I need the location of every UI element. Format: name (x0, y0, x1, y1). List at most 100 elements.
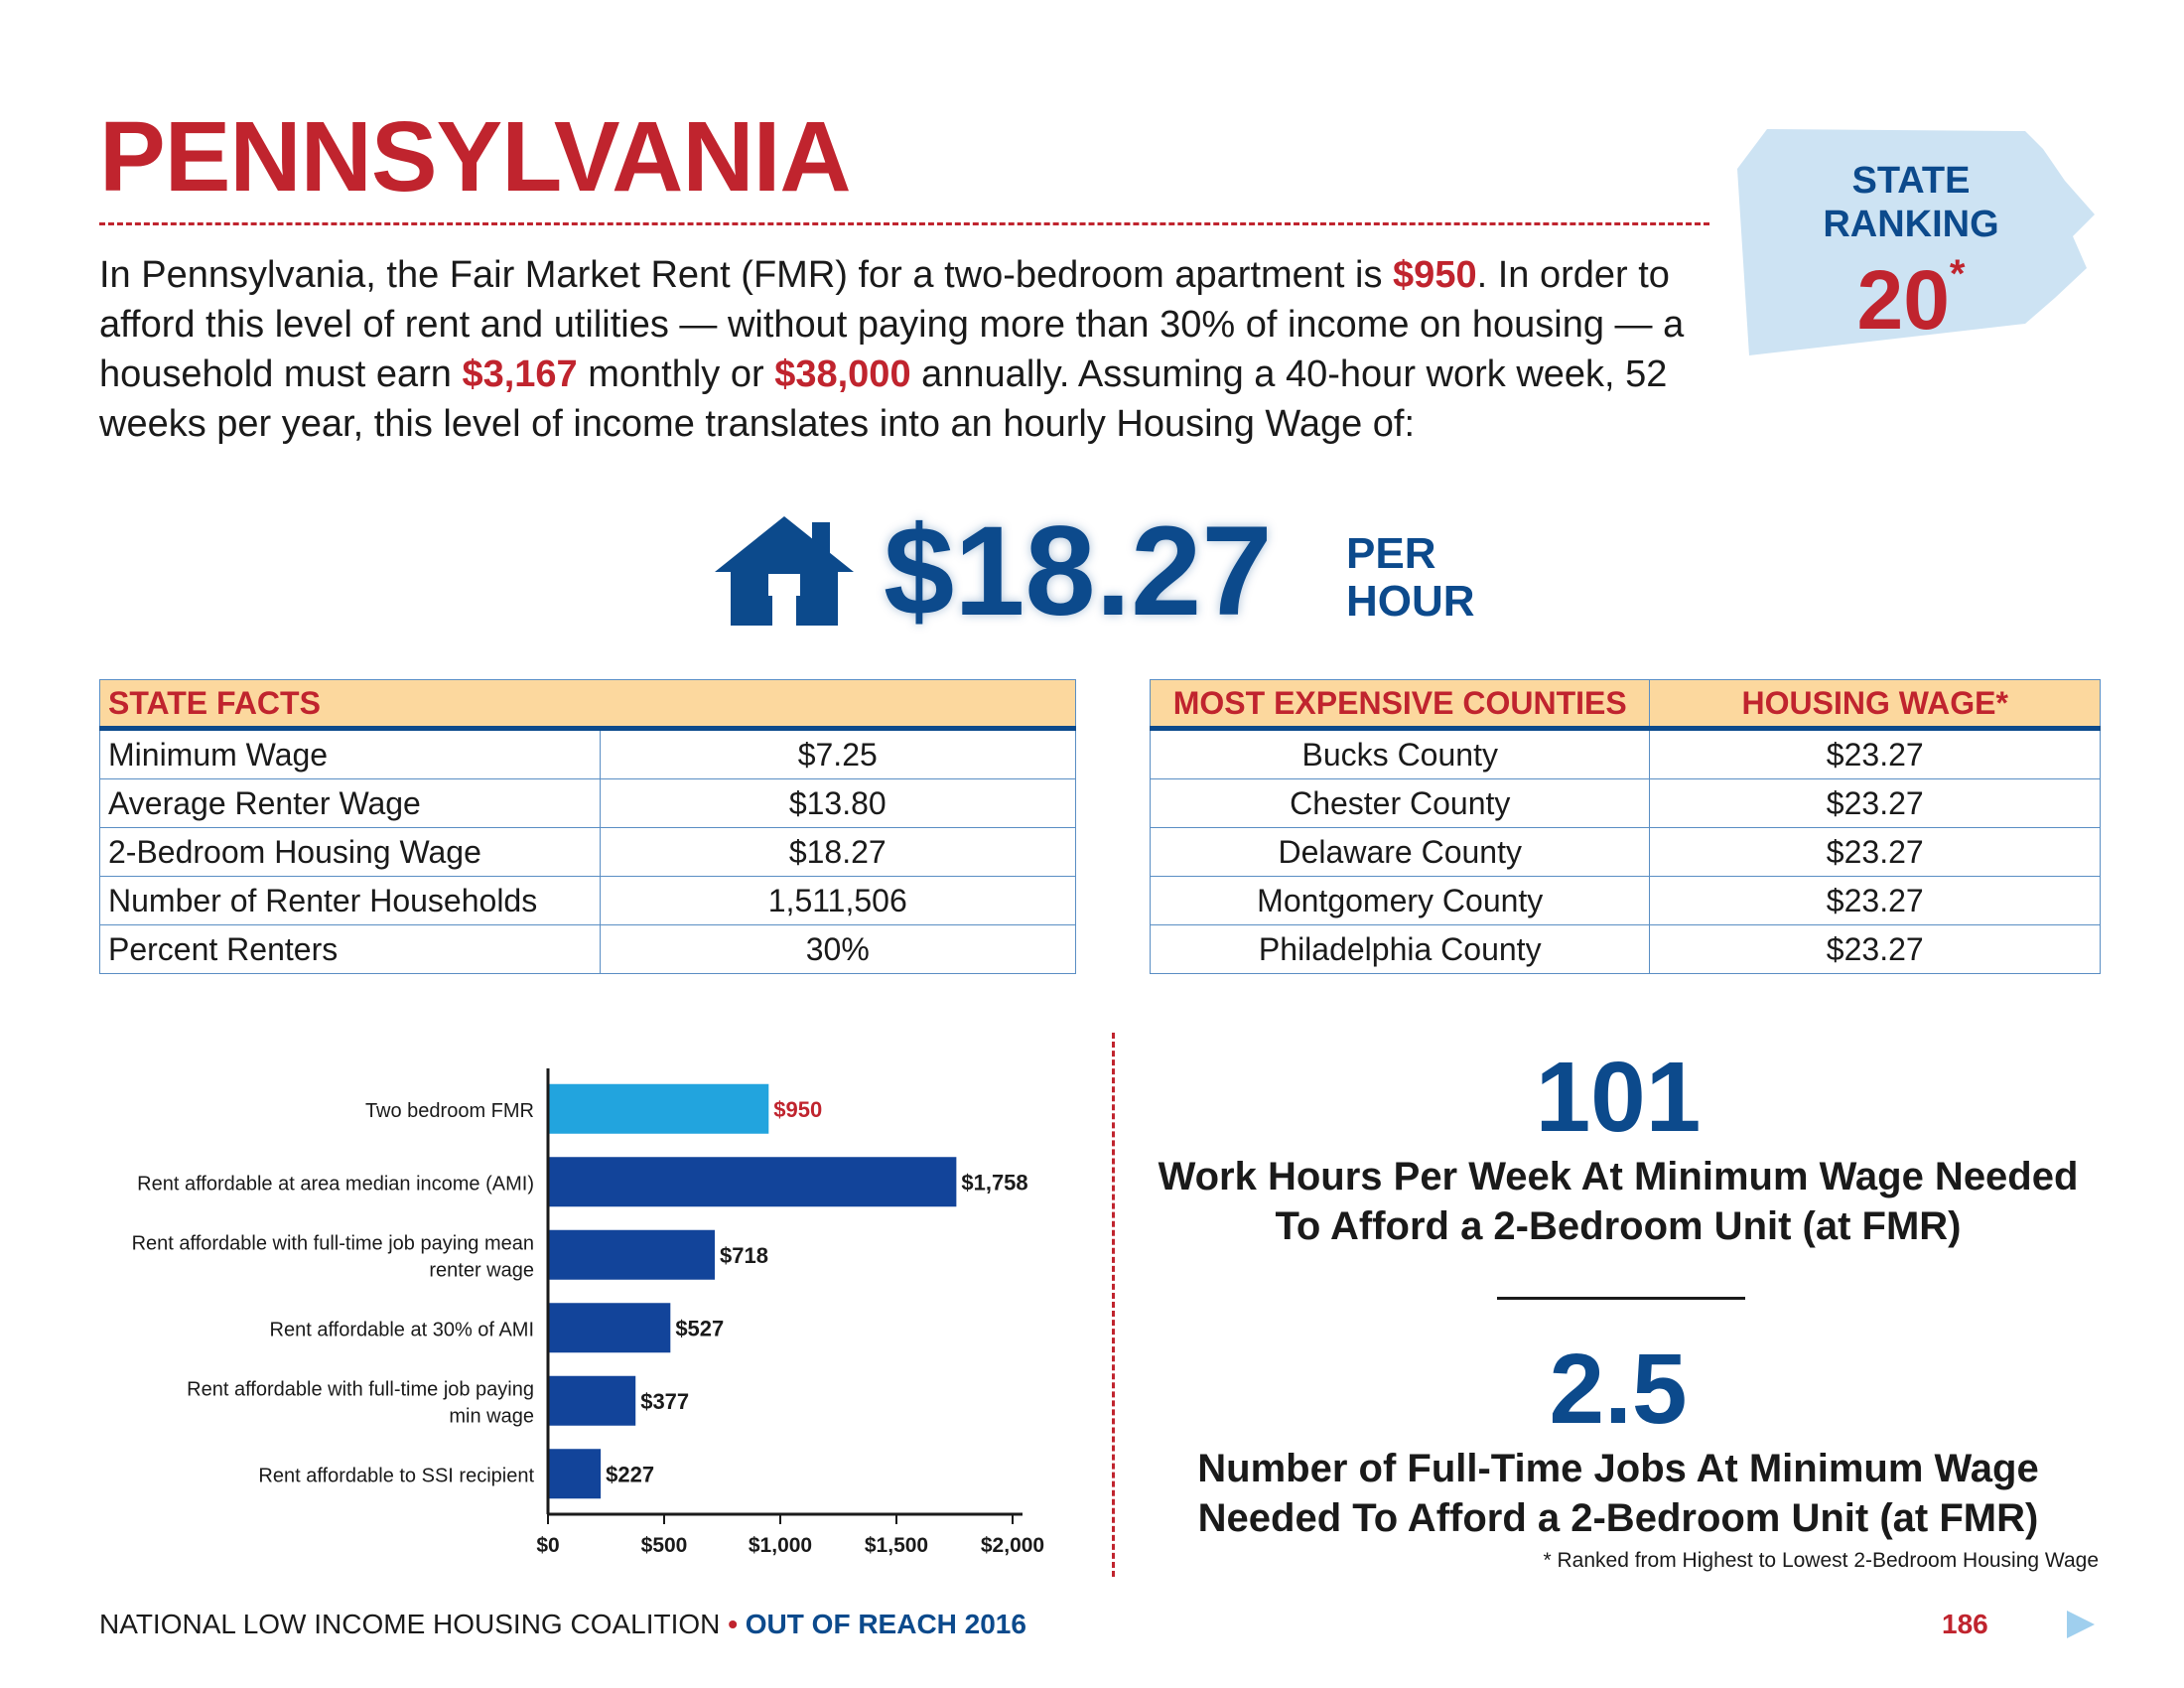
next-page-arrow-icon[interactable] (2065, 1609, 2097, 1640)
wage-unit-line: PER (1346, 529, 1436, 578)
fact-value: $7.25 (599, 728, 1076, 779)
table-row: Minimum Wage $7.25 (99, 728, 1076, 779)
bar-value-label: $950 (773, 1097, 822, 1122)
fact-value: 1,511,506 (599, 876, 1076, 925)
monthly-income: $3,167 (462, 353, 578, 395)
county-name: Bucks County (1149, 728, 1651, 779)
table-row: Delaware County $23.27 (1149, 827, 2101, 877)
description-line: Needed To Afford a 2-Bedroom Unit (at FM… (1197, 1496, 2039, 1540)
wage-unit-line: HOUR (1346, 577, 1475, 626)
bar-value-label: $377 (640, 1389, 689, 1414)
state-ranking-badge: STATE RANKING 20* (1727, 119, 2105, 367)
intro-text: In Pennsylvania, the Fair Market Rent (F… (99, 254, 1394, 296)
fact-label: Minimum Wage (99, 728, 601, 779)
bar-value-label: $1,758 (961, 1170, 1027, 1195)
chart-bar (548, 1083, 769, 1134)
stat-separator (1497, 1297, 1745, 1300)
full-time-jobs-description: Number of Full-Time Jobs At Minimum Wage… (1152, 1444, 2085, 1543)
county-wage: $23.27 (1649, 728, 2101, 779)
title-divider (99, 222, 1709, 225)
rent-affordability-chart: $950 Two bedroom FMR $1,758 Rent affordable… (132, 1068, 1044, 1557)
fact-label: Average Renter Wage (99, 778, 601, 828)
ranking-value: 20* (1737, 254, 2085, 342)
chart-bar (548, 1375, 636, 1426)
footer-separator: • (728, 1609, 738, 1639)
work-hours-description: Work Hours Per Week At Minimum Wage Need… (1152, 1152, 2085, 1251)
county-wage: $23.27 (1649, 778, 2101, 828)
house-icon (715, 516, 854, 626)
x-tick-label: $0 (536, 1534, 559, 1557)
category-label: Rent affordable at area median income (A… (137, 1173, 534, 1195)
ranking-label-line: RANKING (1823, 204, 1999, 245)
county-wage: $23.27 (1649, 827, 2101, 877)
counties-column-header: MOST EXPENSIVE COUNTIES (1149, 679, 1651, 731)
county-name: Delaware County (1149, 827, 1651, 877)
county-name: Montgomery County (1149, 876, 1651, 925)
table-row: Bucks County $23.27 (1149, 728, 2101, 779)
table-row: Montgomery County $23.27 (1149, 876, 2101, 925)
housing-wage-unit: PER HOUR (1346, 530, 1475, 626)
page-title: PENNSYLVANIA (99, 101, 852, 212)
description-line: To Afford a 2-Bedroom Unit (at FMR) (1275, 1204, 1962, 1248)
bar-value-label: $718 (720, 1243, 768, 1268)
county-wage: $23.27 (1649, 876, 2101, 925)
intro-paragraph: In Pennsylvania, the Fair Market Rent (F… (99, 250, 1727, 449)
chart-bar (548, 1449, 602, 1499)
wage-column-header: HOUSING WAGE* (1649, 679, 2101, 731)
ranking-footnote: * Ranked from Highest to Lowest 2-Bedroo… (1543, 1549, 2100, 1572)
category-label: min wage (449, 1405, 534, 1427)
table-row: Number of Renter Households 1,511,506 (99, 876, 1076, 925)
description-line: Number of Full-Time Jobs At Minimum Wage (1197, 1447, 2039, 1490)
table-row: Percent Renters 30% (99, 924, 1076, 974)
category-label: Rent affordable with full-time job payin… (187, 1378, 534, 1400)
annual-income: $38,000 (774, 353, 911, 395)
section-divider (1112, 1033, 1115, 1577)
expensive-counties-table: MOST EXPENSIVE COUNTIES HOUSING WAGE* Bu… (1149, 679, 2101, 974)
state-facts-table: STATE FACTS Minimum Wage $7.25 Average Re… (99, 679, 1076, 974)
report-name: OUT OF REACH 2016 (745, 1609, 1026, 1639)
org-name: NATIONAL LOW INCOME HOUSING COALITION (99, 1609, 721, 1639)
ranking-number: 20 (1856, 253, 1950, 347)
category-label: Two bedroom FMR (365, 1100, 534, 1122)
table-row: Average Renter Wage $13.80 (99, 778, 1076, 828)
fmr-amount: $950 (1393, 254, 1477, 296)
x-tick-label: $1,500 (865, 1534, 928, 1557)
fact-value: 30% (599, 924, 1076, 974)
bar-value-label: $227 (606, 1462, 654, 1486)
intro-text: . In order to afford this level of rent … (99, 254, 1685, 395)
chart-bar (548, 1157, 957, 1207)
full-time-jobs-stat: 2.5 Number of Full-Time Jobs At Minimum … (1152, 1335, 2085, 1543)
intro-text: annually. Assuming a 40-hour work week, … (99, 353, 1668, 445)
page-footer: NATIONAL LOW INCOME HOUSING COALITION • … (99, 1609, 1026, 1640)
fact-value: $13.80 (599, 778, 1076, 828)
ranking-label: STATE RANKING (1737, 159, 2085, 246)
fact-value: $18.27 (599, 827, 1076, 877)
table-row: Chester County $23.27 (1149, 778, 2101, 828)
ranking-asterisk: * (1949, 252, 1966, 296)
chart-bar (548, 1229, 716, 1280)
fact-label: Number of Renter Households (99, 876, 601, 925)
county-name: Philadelphia County (1149, 924, 1651, 974)
x-tick-label: $2,000 (981, 1534, 1044, 1557)
category-label: renter wage (429, 1259, 534, 1281)
county-name: Chester County (1149, 778, 1651, 828)
page-number: 186 (1942, 1609, 1988, 1639)
fact-label: Percent Renters (99, 924, 601, 974)
x-tick-label: $1,000 (749, 1534, 812, 1557)
county-wage: $23.27 (1649, 924, 2101, 974)
ranking-label-line: STATE (1851, 160, 1971, 202)
work-hours-value: 101 (1535, 1042, 1702, 1153)
table-row: 2-Bedroom Housing Wage $18.27 (99, 827, 1076, 877)
chart-bar (548, 1303, 671, 1353)
intro-text: monthly or (577, 353, 775, 395)
full-time-jobs-value: 2.5 (1549, 1334, 1688, 1445)
description-line: Work Hours Per Week At Minimum Wage Need… (1158, 1155, 2079, 1198)
fact-label: 2-Bedroom Housing Wage (99, 827, 601, 877)
category-label: Rent affordable with full-time job payin… (132, 1232, 534, 1254)
category-label: Rent affordable to SSI recipient (258, 1465, 534, 1486)
category-label: Rent affordable at 30% of AMI (270, 1319, 534, 1340)
bar-value-label: $527 (675, 1316, 724, 1340)
x-tick-label: $500 (641, 1534, 688, 1557)
table-row: Philadelphia County $23.27 (1149, 924, 2101, 974)
state-facts-header: STATE FACTS (99, 679, 1076, 731)
